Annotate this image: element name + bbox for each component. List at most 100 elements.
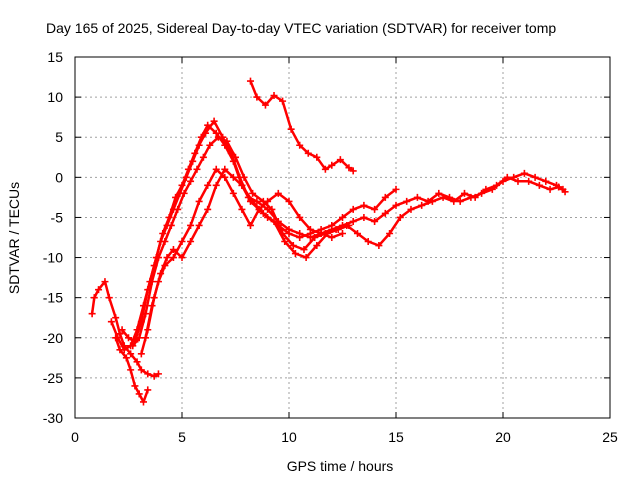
data-point [302,254,310,262]
plot-frame [74,56,611,419]
data-point [206,141,214,149]
data-point [287,125,295,133]
y-tick-label: 15 [47,49,63,65]
data-point [135,390,143,398]
data-point [249,197,257,205]
data-point [349,167,357,175]
data-point [187,177,195,185]
chart-title: Day 165 of 2025, Sidereal Day-to-day VTE… [46,20,556,36]
data-point [353,229,361,237]
y-tick-label: -25 [43,370,63,386]
data-point [339,213,346,221]
data-point [229,173,237,181]
data-point [460,189,468,197]
data-point [195,197,203,205]
data-point [169,246,177,254]
y-tick-label: 10 [47,89,63,105]
data-point [561,188,569,196]
data-point [221,165,229,173]
data-point [439,193,447,201]
series-trace [140,168,351,356]
data-point [142,310,150,318]
data-point [161,262,169,270]
data-point [360,201,368,209]
data-point [174,205,182,213]
y-tick-label: -5 [51,209,64,225]
data-point [328,234,336,241]
data-point [371,217,379,225]
data-point [542,177,550,185]
data-point [503,173,511,181]
data-series [88,77,569,406]
data-point [268,205,276,213]
data-point [178,238,186,246]
data-point [285,197,293,205]
data-point [313,242,321,250]
x-tick-label: 15 [388,429,404,445]
data-point [133,358,141,366]
data-point [182,173,190,181]
data-point [291,250,299,258]
data-point [204,181,212,189]
data-point [212,129,220,137]
data-point [180,189,188,197]
data-point [520,169,528,177]
data-point [450,197,458,205]
data-point [189,157,197,165]
data-point [285,225,293,233]
data-point [345,221,353,229]
series-track-3 [107,121,400,354]
data-point [148,302,156,310]
data-point [127,366,135,374]
data-point [169,254,177,262]
data-point [349,217,357,225]
data-point [105,294,113,302]
data-point [249,189,257,197]
data-point [199,153,207,161]
data-point [371,205,379,213]
data-point [212,181,220,189]
data-point [129,342,137,350]
data-point [555,183,563,191]
data-point [381,193,389,201]
x-tick-label: 10 [281,429,297,445]
data-point [144,386,152,394]
data-point [428,197,436,205]
data-point [259,209,267,217]
data-point [212,165,220,173]
y-tick-label: 5 [55,129,63,145]
data-point [142,334,150,342]
data-point [270,217,278,225]
data-point [154,278,162,286]
data-point [120,346,128,354]
data-point [413,193,421,201]
data-point [514,177,522,185]
data-point [154,254,162,262]
data-point [221,173,229,181]
data-point [392,185,400,193]
data-point [360,213,368,221]
data-point [349,205,357,213]
data-point [336,156,344,164]
data-point [202,129,210,137]
y-tick-label: -20 [43,330,63,346]
data-point [407,205,415,213]
data-point [204,205,212,213]
data-point [306,225,314,233]
data-point [317,229,325,237]
x-tick-label: 20 [495,429,511,445]
series-track-1 [88,278,162,380]
data-point [246,221,254,229]
data-point [313,153,321,161]
data-point [161,238,169,246]
data-point [195,141,203,149]
data-point [125,334,132,342]
data-point [232,153,239,161]
data-point [296,229,304,237]
data-point [150,372,158,380]
data-point [246,77,254,85]
data-point [193,165,201,173]
series-track-7 [142,165,346,342]
data-point [345,164,353,172]
